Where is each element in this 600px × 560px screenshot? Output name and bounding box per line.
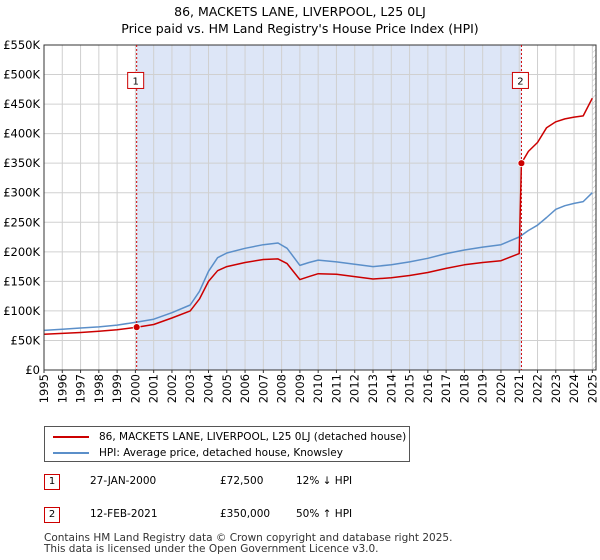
x-tick-label: 2007	[256, 374, 270, 403]
plot-frame	[43, 44, 597, 371]
y-tick-label: £200K	[3, 245, 40, 259]
sale-hpi-comparison: 12% ↓ HPI	[296, 475, 353, 487]
y-tick-label: £250K	[3, 215, 40, 229]
x-tick-label: 2023	[549, 374, 563, 403]
y-tick-label: £300K	[3, 186, 40, 200]
sale-hpi-comparison: 50% ↑ HPI	[296, 508, 353, 520]
sale-point	[132, 323, 141, 332]
forecast-hatch	[592, 45, 596, 370]
sale-price: £350,000	[220, 508, 271, 520]
footer-licence: This data is licensed under the Open Gov…	[44, 543, 379, 555]
y-tick-label: £150K	[3, 274, 40, 288]
x-tick-label: 2013	[366, 374, 380, 403]
ownership-period-shading	[136, 45, 522, 370]
x-tick-label: 2019	[476, 374, 490, 403]
series-line-hpi	[43, 192, 593, 332]
sale-number-badge: 2	[44, 507, 60, 523]
x-tick-label: 2009	[293, 374, 307, 403]
x-tick-label: 2016	[421, 374, 435, 403]
x-tick-label: 2022	[531, 374, 545, 403]
x-tick-label: 2003	[183, 374, 197, 403]
chart-title: 86, MACKETS LANE, LIVERPOOL, L25 0LJ	[174, 4, 426, 19]
x-tick-label: 2020	[494, 374, 508, 403]
y-tick-label: £500K	[3, 68, 40, 82]
sale-row-1: 1 27-JAN-2000 £72,500 12% ↓ HPI	[44, 474, 464, 492]
x-tick-label: 2025	[585, 374, 599, 403]
sale-price: £72,500	[220, 475, 264, 487]
x-tick-label: 2004	[202, 374, 216, 403]
sale-marker-box	[127, 71, 145, 89]
x-tick-label: 2018	[457, 374, 471, 403]
y-tick-label: £350K	[3, 156, 40, 170]
legend-label-hpi: HPI: Average price, detached house, Know…	[99, 447, 343, 459]
sale-point	[517, 159, 526, 168]
price-chart: £0 £50K £100K £150K £200K £250K £300K £350K £400…	[3, 38, 599, 403]
y-tick-label: £100K	[3, 304, 40, 318]
x-tick-label: 2012	[348, 374, 362, 403]
series-line-property	[43, 97, 593, 336]
sale-number-badge: 1	[44, 474, 60, 490]
sale-date: 27-JAN-2000	[90, 475, 157, 487]
legend-swatch-property	[53, 436, 89, 438]
x-tick-label: 2017	[439, 374, 453, 403]
x-tick-label: 2024	[567, 374, 581, 403]
x-tick-label: 1998	[92, 374, 106, 403]
x-tick-label: 2021	[512, 374, 526, 403]
legend-swatch-hpi	[53, 452, 89, 454]
x-tick-label: 1997	[74, 374, 88, 403]
chart-subtitle: Price paid vs. HM Land Registry's House …	[121, 21, 479, 36]
x-tick-label: 2006	[238, 374, 252, 403]
x-tick-label: 2010	[311, 374, 325, 403]
x-tick-label: 2008	[275, 374, 289, 403]
footer-copyright: Contains HM Land Registry data © Crown c…	[44, 532, 453, 544]
x-tick-label: 2005	[220, 374, 234, 403]
legend: 86, MACKETS LANE, LIVERPOOL, L25 0LJ (de…	[44, 426, 410, 462]
legend-item-property: 86, MACKETS LANE, LIVERPOOL, L25 0LJ (de…	[53, 429, 406, 445]
x-tick-label: 2001	[147, 374, 161, 403]
y-tick-label: £550K	[3, 38, 40, 52]
x-tick-label: 2011	[329, 374, 343, 403]
y-tick-label: £0	[25, 363, 40, 377]
x-tick-label: 2002	[165, 374, 179, 403]
y-tick-label: £450K	[3, 97, 40, 111]
legend-item-hpi: HPI: Average price, detached house, Know…	[53, 445, 343, 461]
y-tick-label: £50K	[11, 333, 41, 347]
sale-row-2: 2 12-FEB-2021 £350,000 50% ↑ HPI	[44, 507, 464, 525]
sale-marker-label: 2	[517, 76, 523, 87]
x-tick-label: 2015	[403, 374, 417, 403]
x-tick-label: 1995	[37, 374, 51, 403]
sale-marker-box	[511, 71, 529, 89]
sale-date: 12-FEB-2021	[90, 508, 158, 520]
sale-marker-label: 1	[132, 76, 138, 87]
legend-label-property: 86, MACKETS LANE, LIVERPOOL, L25 0LJ (de…	[99, 431, 407, 443]
x-tick-label: 1996	[55, 374, 69, 403]
x-tick-label: 1999	[110, 374, 124, 403]
x-tick-label: 2014	[384, 374, 398, 403]
y-tick-label: £400K	[3, 127, 40, 141]
x-tick-label: 2000	[128, 374, 142, 403]
